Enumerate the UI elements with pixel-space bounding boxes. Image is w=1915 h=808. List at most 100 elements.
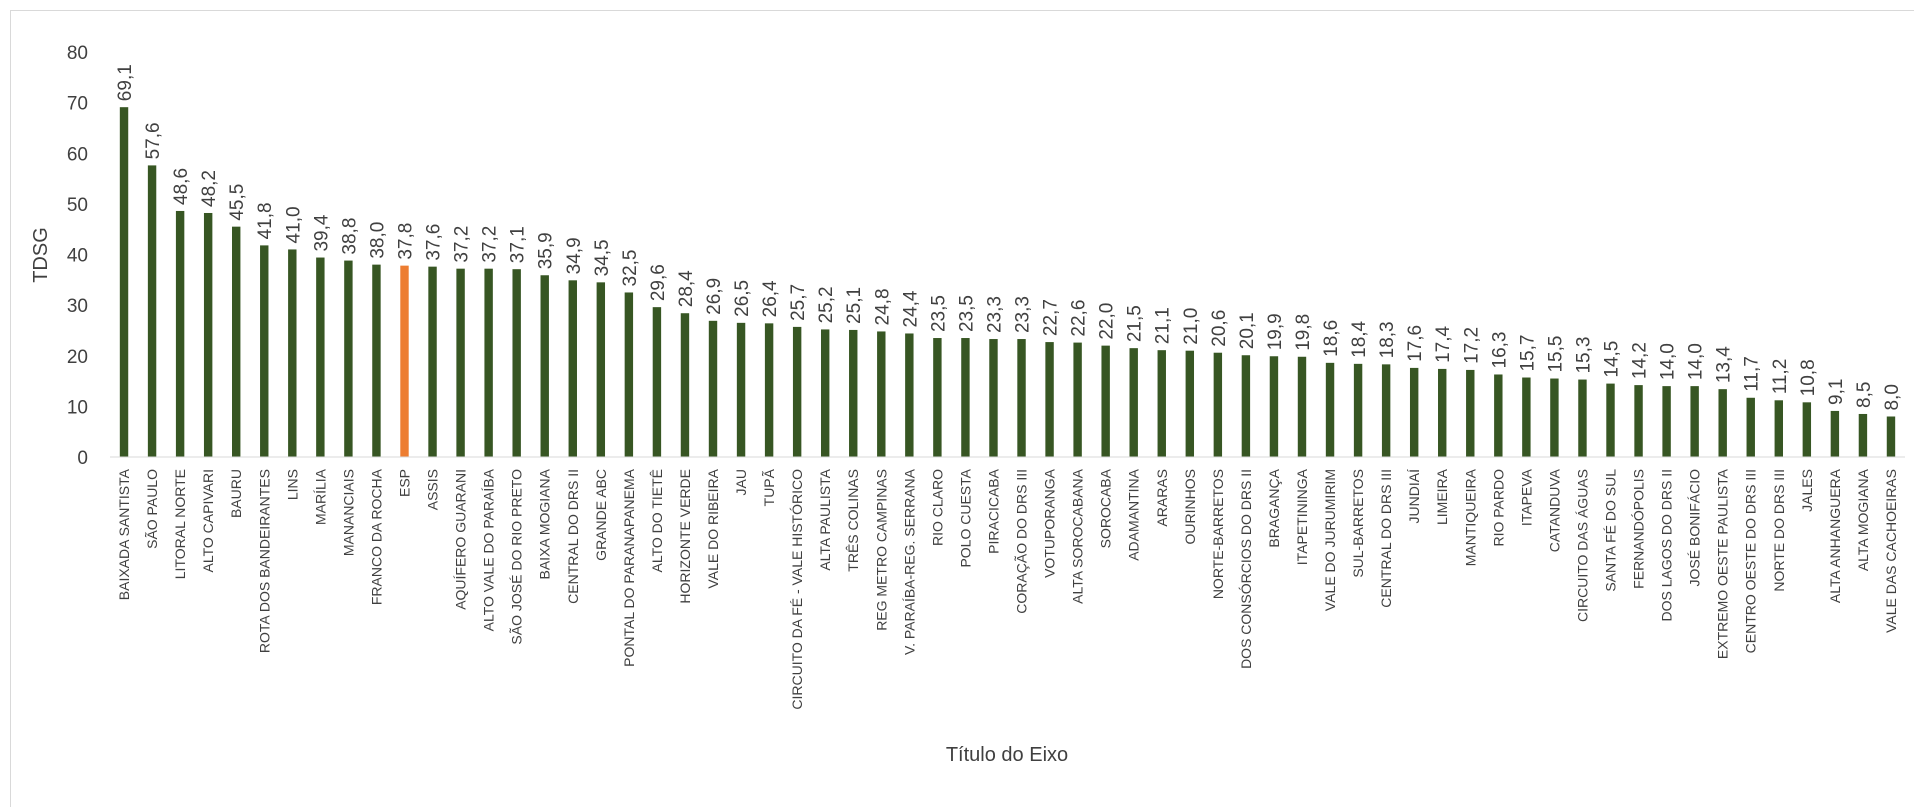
bar: [288, 249, 297, 457]
data-label: 26,9: [704, 278, 725, 315]
category-label: JAU: [733, 469, 749, 495]
category-label: VALE DAS CACHOEIRAS: [1883, 469, 1899, 633]
category-label: ALTA PAULISTA: [817, 468, 833, 570]
data-label: 10,8: [1798, 359, 1819, 396]
bar: [512, 269, 521, 457]
x-axis-title: Título do Eixo: [946, 744, 1068, 766]
data-label: 45,5: [227, 184, 248, 221]
category-label: BAURU: [228, 469, 244, 518]
category-label: ROTA DOS BANDEIRANTES: [256, 469, 272, 653]
category-label: DOS CONSÓRCIOS DO DRS II: [1238, 469, 1254, 669]
bar: [147, 165, 157, 457]
data-label: 15,5: [1545, 336, 1566, 373]
bar: [624, 292, 634, 457]
data-label: 21,0: [1181, 308, 1202, 345]
bar: [1185, 350, 1195, 457]
data-label: 29,6: [648, 264, 669, 301]
category-label: BRAGANÇA: [1266, 468, 1282, 547]
data-label: 21,1: [1153, 307, 1174, 344]
bar: [849, 329, 858, 457]
bar: [933, 338, 942, 457]
bar: [820, 329, 830, 457]
data-label: 15,7: [1517, 335, 1538, 372]
data-label: 28,4: [676, 270, 697, 307]
category-label: ALTO VALE DO PARAÍBA: [481, 468, 497, 631]
data-label: 24,8: [872, 288, 893, 325]
y-tick-label: 60: [67, 144, 88, 165]
category-label: PONTAL DO PARANAPANEMA: [621, 468, 637, 667]
y-tick-label: 0: [77, 448, 88, 469]
bar: [877, 331, 886, 457]
data-label: 25,7: [788, 284, 809, 321]
data-label: 25,1: [844, 287, 865, 324]
category-label: AQUÍFERO GUARANI: [453, 469, 469, 610]
data-label: 69,1: [115, 64, 136, 101]
data-label: 11,7: [1742, 356, 1763, 392]
category-label: ALTA ANHANGUERA: [1827, 468, 1843, 603]
bar: [1297, 356, 1307, 457]
data-label: 26,5: [732, 280, 753, 317]
category-label: POLO CUESTA: [957, 468, 973, 567]
bar: [905, 333, 914, 457]
data-label: 17,2: [1461, 327, 1482, 364]
category-label: MANTIQUEIRA: [1462, 468, 1478, 566]
bar: [1073, 342, 1082, 457]
data-label: 41,8: [255, 202, 276, 239]
y-tick-label: 40: [67, 246, 88, 267]
bar: [1858, 413, 1868, 457]
category-label: NORTE DO DRS III: [1771, 469, 1787, 592]
category-label: EXTREMO OESTE PAULISTA: [1715, 468, 1731, 659]
data-label: 16,3: [1489, 331, 1510, 368]
bar: [1886, 416, 1896, 457]
y-axis: 0 10 20 30 40 50 60 70 80: [67, 43, 88, 469]
data-label: 14,2: [1630, 342, 1651, 379]
data-label: 35,9: [536, 232, 557, 269]
data-label: 34,9: [564, 237, 585, 274]
y-tick-label: 80: [67, 43, 88, 64]
data-label: 13,4: [1714, 346, 1735, 383]
category-label: ADAMANTINA: [1126, 468, 1142, 560]
bar: [1353, 363, 1363, 457]
data-label: 15,3: [1573, 337, 1594, 374]
category-label: PIRACICABA: [985, 468, 1001, 553]
bar: [232, 226, 241, 457]
data-label: 57,6: [143, 122, 164, 159]
category-label: FRANCO DA ROCHA: [368, 468, 384, 605]
category-label: ITAPETININGA: [1294, 468, 1310, 565]
bar: [1129, 348, 1138, 457]
category-label: SÃO JOSÉ DO RIO PRETO: [509, 469, 525, 645]
data-label: 9,1: [1826, 379, 1847, 405]
bar: [1045, 342, 1054, 457]
bar: [1718, 389, 1727, 457]
y-tick-label: 30: [67, 296, 88, 317]
data-label: 41,0: [283, 206, 304, 243]
category-label: CATANDUVA: [1546, 468, 1562, 552]
data-label: 38,8: [339, 218, 360, 255]
bar: [1746, 397, 1755, 457]
category-label: MANANCIAIS: [340, 469, 356, 556]
bar: [260, 245, 269, 457]
bar: [568, 280, 577, 457]
category-label: ITAPEVA: [1518, 468, 1534, 526]
data-label: 37,8: [395, 223, 416, 260]
category-label: LINS: [284, 469, 300, 500]
y-axis-title: TDSG: [30, 227, 52, 283]
data-label: 37,6: [424, 224, 445, 261]
data-label: 18,3: [1377, 321, 1398, 358]
category-label: DOS LAGOS DO DRS II: [1659, 469, 1675, 621]
bar: [792, 326, 802, 457]
data-label: 22,7: [1041, 299, 1062, 336]
bar: [1101, 345, 1110, 457]
bar: [175, 210, 185, 457]
y-tick-label: 20: [67, 347, 88, 368]
bar: [119, 107, 129, 458]
bar: [1522, 377, 1531, 457]
data-label: 17,4: [1433, 325, 1454, 362]
bar: [961, 338, 970, 457]
bar: [1774, 400, 1783, 457]
bar: [596, 282, 606, 457]
bar: [1802, 402, 1812, 457]
data-label: 22,0: [1097, 303, 1118, 340]
data-label: 14,5: [1602, 341, 1623, 378]
bar: [1606, 383, 1615, 457]
